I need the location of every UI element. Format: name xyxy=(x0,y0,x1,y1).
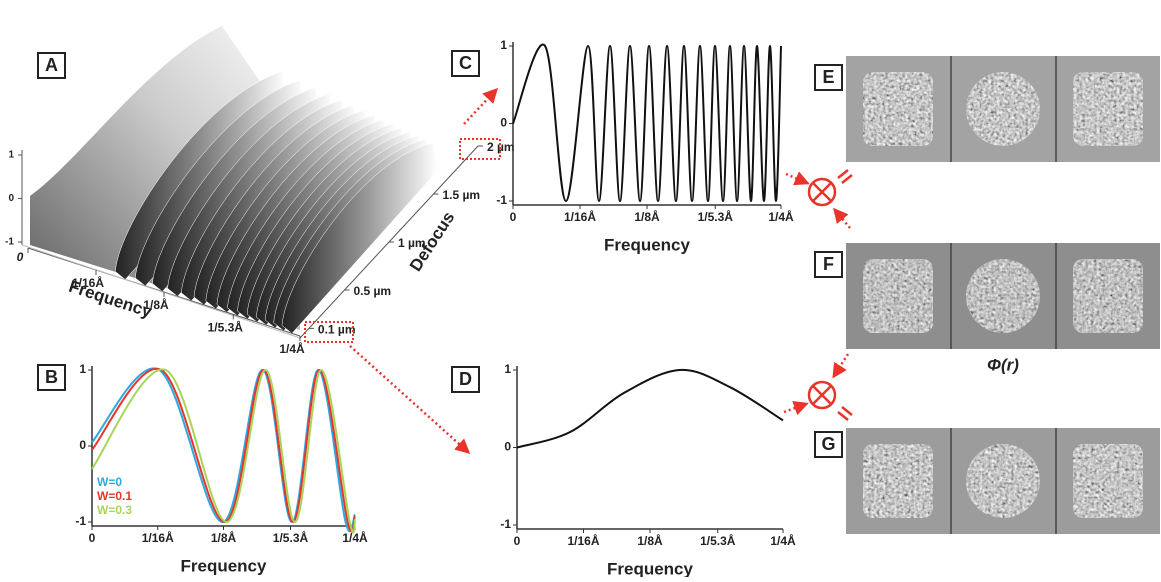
data-line xyxy=(512,43,782,203)
convolution-symbol xyxy=(807,169,853,207)
x-tick-label: 1/5.3Å xyxy=(698,209,734,224)
x-tick-label: 1/5.3Å xyxy=(273,530,309,545)
legend-entry: W=0.1 xyxy=(97,489,132,503)
arrow xyxy=(463,87,499,125)
x-tick-label: 1/4Å xyxy=(770,533,796,548)
x-tick-label: 1/16Å xyxy=(567,533,599,548)
x-axis-title: Frequency xyxy=(607,559,694,577)
x-axis-title: Frequency xyxy=(181,556,268,575)
panel-label: G xyxy=(821,434,835,454)
phi-label: Φ(r) xyxy=(987,355,1019,374)
z-tick-label: 1 xyxy=(8,150,14,161)
panel-label: E xyxy=(822,67,834,87)
panel-label: F xyxy=(823,254,834,274)
image-particle xyxy=(1073,259,1143,333)
y-tick-label: 1 xyxy=(500,38,507,52)
z-tick-label: 0 xyxy=(8,193,14,204)
x-tick-label: 1/4Å xyxy=(342,530,368,545)
x-tick-label: 1/5.3Å xyxy=(208,320,244,335)
y-tick-label: -1 xyxy=(75,514,86,528)
panel-label-box xyxy=(451,50,480,77)
arrow xyxy=(832,353,850,379)
panel-label-box xyxy=(814,251,843,278)
panel-label: A xyxy=(45,55,58,75)
x-tick-label: 1/16Å xyxy=(72,275,104,290)
surface-ridge xyxy=(281,142,438,334)
y-tick-label: 1 µm xyxy=(398,236,426,250)
x-tick-label: 1/8Å xyxy=(143,297,169,312)
x-tick-label: 1/4Å xyxy=(279,341,305,356)
axis-line xyxy=(21,244,301,339)
data-line xyxy=(516,368,784,449)
x-tick-label: 0 xyxy=(510,210,517,224)
panel-label: D xyxy=(459,369,472,389)
arrow xyxy=(349,345,471,455)
x-tick-label: 0 xyxy=(514,534,521,548)
callout-box xyxy=(304,321,354,343)
image-particle xyxy=(1073,72,1143,146)
x-tick-label: 1/8Å xyxy=(634,209,660,224)
legend-entry: W=0 xyxy=(97,475,122,489)
image-particle xyxy=(966,259,1040,333)
data-line xyxy=(91,368,356,534)
panel-label: B xyxy=(45,367,58,387)
image-particle xyxy=(966,72,1040,146)
data-line xyxy=(91,367,356,533)
x-tick-label: 1/8Å xyxy=(211,530,237,545)
annotations xyxy=(304,87,853,455)
y-tick-label: -1 xyxy=(496,193,507,207)
y-tick-label: 0.1 µm xyxy=(318,323,356,337)
legend-entry: W=0.3 xyxy=(97,503,132,517)
y-tick-label: 1 xyxy=(504,362,511,376)
convolution-symbol xyxy=(807,380,853,421)
y-tick-label: 0.5 µm xyxy=(354,284,392,298)
panel-label-box xyxy=(814,64,843,91)
panel-label: C xyxy=(459,53,472,73)
image-particle xyxy=(1073,444,1143,518)
x-tick-label: 0 xyxy=(89,531,96,545)
x-tick-label: 1/5.3Å xyxy=(700,533,736,548)
y-tick-label: 0 xyxy=(504,440,511,454)
x-tick-label: 0 xyxy=(17,250,24,264)
x-tick-label: 1/16Å xyxy=(564,209,596,224)
panel-label-box xyxy=(37,364,66,391)
image-particle xyxy=(863,259,933,333)
image-particle xyxy=(863,72,933,146)
panel-label-box xyxy=(451,366,480,393)
panel-label-box xyxy=(37,52,66,79)
y-tick-label: 1 xyxy=(79,362,86,376)
panel-label-box xyxy=(814,431,843,458)
z-tick-label: -1 xyxy=(5,237,14,248)
image-particle xyxy=(966,444,1040,518)
arrow xyxy=(783,401,809,416)
y-tick-label: 0 xyxy=(79,438,86,452)
x-tick-label: 1/16Å xyxy=(142,530,174,545)
image-particle xyxy=(863,444,933,518)
x-axis-title: Frequency xyxy=(66,277,154,322)
arrow xyxy=(833,207,851,229)
callout-box xyxy=(459,138,501,160)
y-tick-label: 1.5 µm xyxy=(443,188,481,202)
y-tick-label: -1 xyxy=(500,517,511,531)
arrow xyxy=(785,171,810,186)
x-tick-label: 1/8Å xyxy=(637,533,663,548)
y-tick-label: 0 xyxy=(500,116,507,130)
x-tick-label: 1/4Å xyxy=(768,209,794,224)
x-axis-title: Frequency xyxy=(604,235,691,254)
